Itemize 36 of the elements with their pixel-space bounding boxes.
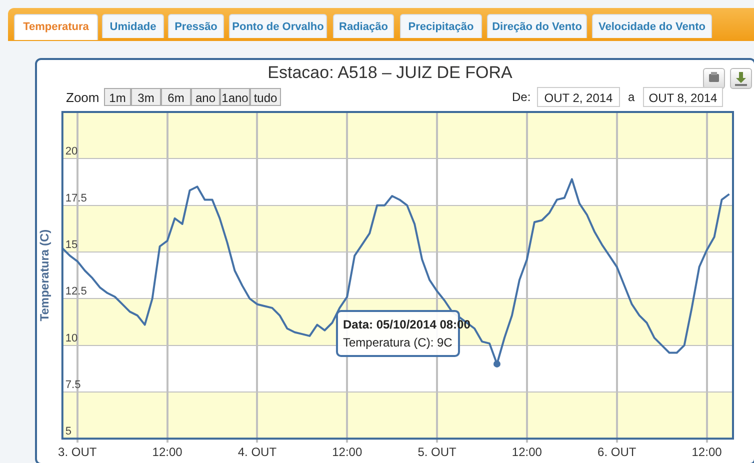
text: Pressão (168, 14, 224, 38)
y-tick-label: 10 (65, 332, 78, 344)
text: Ponto de Orvalho (229, 14, 327, 38)
y-tick-label: 15 (65, 239, 78, 252)
x-tick-label: 5. OUT (418, 445, 458, 460)
y-tick-label: 5 (65, 426, 72, 438)
x-tick-label: 12:00 (332, 445, 362, 460)
x-tick-label: 12:00 (692, 445, 722, 460)
y-tick-label: 20 (65, 146, 78, 158)
y-tick-label: 7.5 (65, 378, 81, 391)
x-tick-label: 3. OUT (58, 445, 98, 460)
x-tick-label: 6. OUT (598, 445, 637, 460)
text: 1m (104, 88, 131, 106)
x-tick-label: 12:00 (512, 445, 542, 460)
text: De: (512, 90, 531, 104)
x-tick-label: 12:00 (152, 445, 183, 460)
text: tudo (250, 88, 281, 106)
text: ano (191, 88, 220, 106)
text: 6m (161, 88, 191, 106)
text: Precipitação (400, 14, 482, 38)
text: Velocidade do Vento (592, 14, 712, 38)
y-axis-title: Temperatura (C) (38, 229, 52, 322)
y-tick-label: 17.5 (65, 192, 87, 204)
x-tick-label: 4. OUT (238, 445, 278, 460)
text: Zoom (66, 90, 100, 105)
text: OUT 2, 2014 (537, 87, 620, 107)
text: OUT 8, 2014 (643, 87, 723, 107)
chart-title: Estacao: A518 – JUIZ DE FORA (266, 63, 514, 83)
text: 1ano (220, 88, 250, 106)
text: Radiação (333, 14, 394, 38)
y-tick-label: 12.5 (65, 286, 87, 298)
text: 3m (131, 88, 161, 106)
text: a (628, 90, 635, 104)
text: Direção do Vento (487, 14, 587, 38)
text: Temperatura (14, 14, 98, 40)
text: Umidade (102, 14, 164, 38)
